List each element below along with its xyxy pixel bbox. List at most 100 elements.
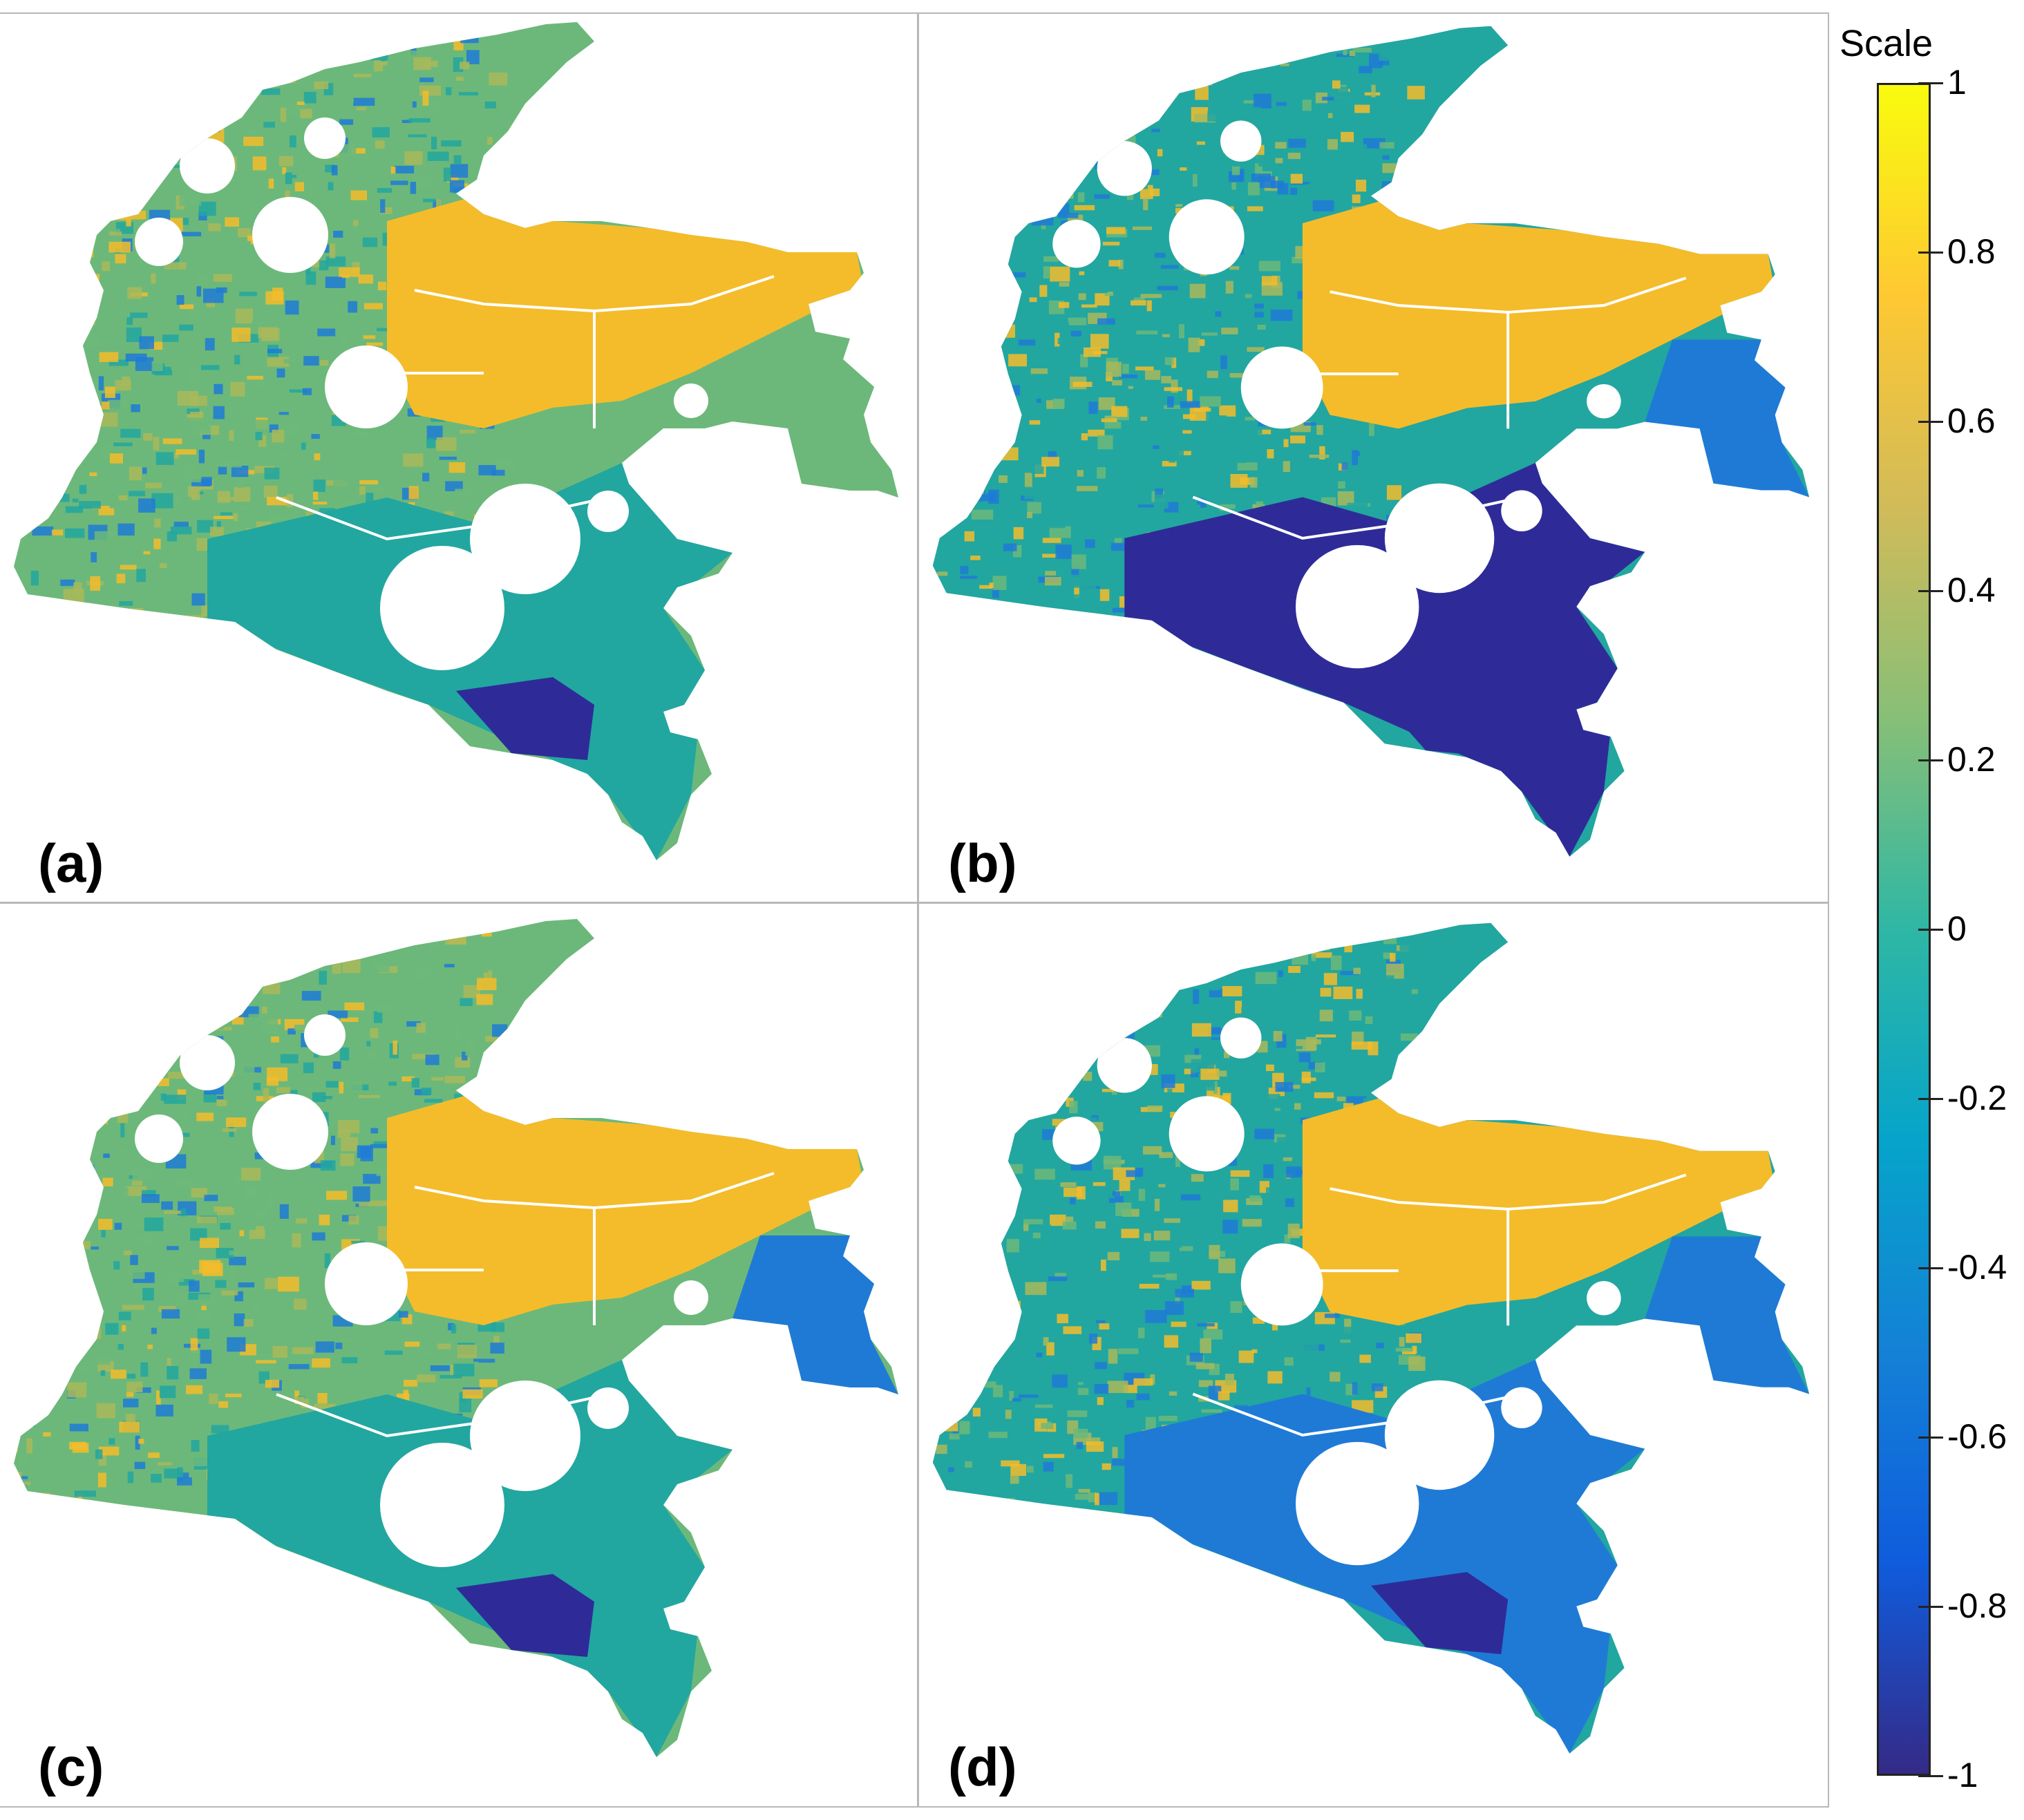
texture-patch bbox=[272, 429, 285, 443]
texture-patch bbox=[1194, 1048, 1200, 1056]
texture-patch bbox=[214, 966, 233, 978]
texture-patch bbox=[162, 1519, 171, 1526]
texture-patch bbox=[36, 377, 48, 383]
texture-patch bbox=[162, 334, 179, 342]
texture-patch bbox=[201, 936, 218, 947]
texture-patch bbox=[1242, 1219, 1262, 1227]
texture-patch bbox=[63, 919, 84, 933]
texture-patch bbox=[1271, 1324, 1278, 1331]
texture-patch bbox=[1229, 266, 1240, 270]
texture-patch bbox=[352, 1186, 370, 1202]
panel-label-c: (c) bbox=[38, 1736, 104, 1797]
texture-patch bbox=[388, 1081, 397, 1086]
texture-patch bbox=[1352, 194, 1361, 203]
texture-patch bbox=[205, 1020, 225, 1030]
texture-patch bbox=[1070, 1520, 1081, 1532]
texture-patch bbox=[48, 978, 60, 992]
texture-patch bbox=[1236, 486, 1243, 499]
texture-patch bbox=[209, 527, 224, 537]
texture-patch bbox=[253, 1211, 267, 1221]
texture-patch bbox=[1167, 1088, 1173, 1103]
map-region bbox=[932, 922, 1810, 1754]
texture-patch bbox=[1012, 1517, 1021, 1530]
texture-patch bbox=[932, 1291, 951, 1302]
texture-patch bbox=[262, 1006, 267, 1014]
data-gap bbox=[1097, 1038, 1152, 1093]
texture-patch bbox=[1095, 1362, 1107, 1369]
texture-patch bbox=[65, 506, 84, 513]
texture-patch bbox=[100, 1369, 106, 1376]
texture-patch bbox=[263, 485, 278, 498]
texture-patch bbox=[200, 1238, 219, 1249]
data-gap bbox=[1052, 1117, 1101, 1165]
texture-patch bbox=[24, 1389, 41, 1394]
texture-patch bbox=[1, 1521, 8, 1535]
texture-patch bbox=[1097, 1492, 1118, 1506]
texture-patch bbox=[132, 1168, 151, 1182]
texture-patch bbox=[14, 35, 17, 39]
texture-patch bbox=[1378, 57, 1390, 66]
texture-patch bbox=[358, 274, 373, 284]
texture-patch bbox=[1059, 282, 1070, 287]
texture-patch bbox=[1215, 311, 1222, 317]
map-panel-b: (b) bbox=[919, 14, 1826, 900]
texture-patch bbox=[53, 103, 59, 110]
texture-patch bbox=[214, 120, 220, 133]
texture-patch bbox=[366, 493, 374, 508]
texture-patch bbox=[1112, 380, 1122, 386]
texture-patch bbox=[940, 95, 949, 100]
texture-patch bbox=[938, 525, 943, 535]
texture-patch bbox=[1073, 931, 1088, 938]
texture-patch bbox=[1118, 375, 1137, 379]
texture-patch bbox=[1128, 386, 1133, 389]
texture-patch bbox=[39, 961, 59, 971]
texture-patch bbox=[122, 1305, 144, 1310]
texture-patch bbox=[1288, 965, 1301, 974]
texture-patch bbox=[1070, 594, 1086, 600]
texture-patch bbox=[67, 998, 84, 1006]
texture-patch bbox=[308, 41, 326, 56]
texture-patch bbox=[1079, 1084, 1085, 1090]
texture-patch bbox=[143, 433, 153, 441]
texture-patch bbox=[1069, 1101, 1078, 1114]
texture-patch bbox=[287, 1028, 296, 1035]
texture-patch bbox=[105, 1323, 119, 1335]
texture-patch bbox=[14, 1119, 30, 1131]
texture-patch bbox=[970, 1129, 980, 1139]
texture-patch bbox=[1151, 129, 1160, 133]
texture-patch bbox=[996, 82, 1010, 97]
texture-patch bbox=[1154, 252, 1166, 258]
texture-patch bbox=[950, 191, 969, 207]
texture-patch bbox=[1043, 1454, 1065, 1459]
texture-patch bbox=[403, 453, 424, 467]
texture-patch bbox=[1077, 1382, 1084, 1385]
data-gap bbox=[470, 484, 580, 594]
texture-patch bbox=[1109, 99, 1119, 105]
texture-patch bbox=[1134, 992, 1146, 1001]
texture-patch bbox=[102, 261, 111, 272]
texture-patch bbox=[1078, 1488, 1090, 1493]
texture-patch bbox=[1123, 1024, 1135, 1039]
texture-patch bbox=[350, 1385, 368, 1390]
texture-patch bbox=[67, 1382, 87, 1398]
texture-patch bbox=[372, 959, 390, 972]
texture-patch bbox=[431, 136, 437, 150]
texture-patch bbox=[214, 1206, 232, 1212]
texture-patch bbox=[999, 61, 1011, 75]
texture-patch bbox=[313, 491, 319, 500]
texture-patch bbox=[934, 415, 950, 421]
texture-patch bbox=[100, 446, 113, 460]
texture-patch bbox=[242, 995, 251, 1001]
texture-patch bbox=[983, 1504, 1000, 1510]
texture-patch bbox=[154, 22, 167, 33]
texture-patch bbox=[979, 585, 992, 589]
texture-patch bbox=[151, 493, 173, 509]
texture-patch bbox=[1225, 43, 1234, 50]
texture-patch bbox=[477, 978, 497, 991]
texture-patch bbox=[932, 57, 949, 70]
data-gap bbox=[135, 218, 183, 266]
texture-patch bbox=[278, 412, 289, 415]
texture-patch bbox=[985, 1316, 992, 1326]
texture-patch bbox=[439, 456, 457, 460]
texture-patch bbox=[1251, 60, 1259, 64]
